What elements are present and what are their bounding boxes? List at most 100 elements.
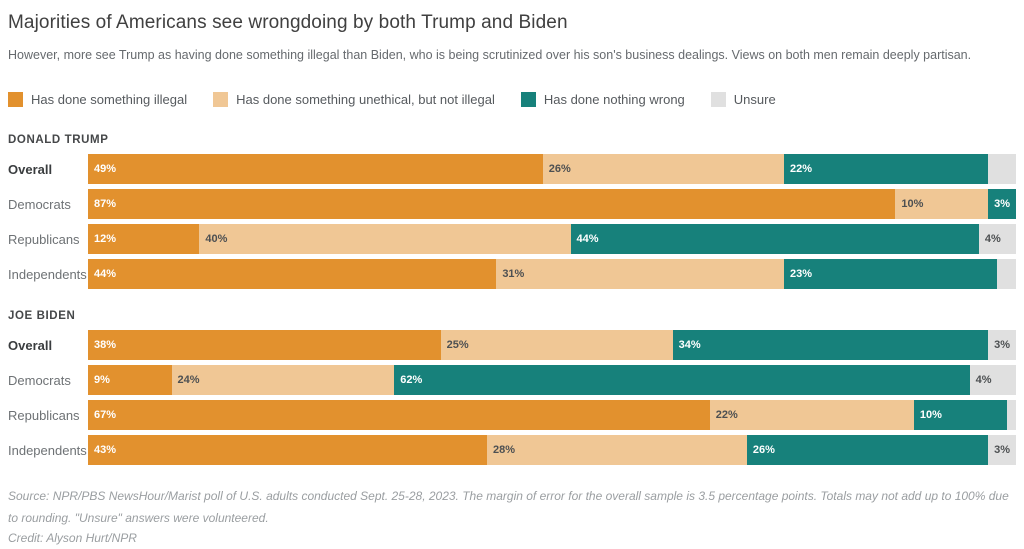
legend-item: Unsure — [710, 92, 776, 108]
legend-swatch-unsure — [710, 92, 726, 108]
stacked-bar: 9% 24% 62% 4% — [88, 365, 1016, 396]
bar-segment-illegal: 44% — [88, 259, 497, 290]
bar-segment-unsure: 3% — [988, 330, 1016, 361]
bar-segment-illegal: 49% — [88, 154, 543, 185]
legend-swatch-unethical — [213, 92, 229, 108]
row-label: Democrats — [8, 372, 71, 388]
chart-section: JOE BIDEN Overall 38% 25% 34% 3% Democrats 9% 24… — [8, 310, 1016, 466]
legend-label: Has done something unethical, but not il… — [236, 92, 495, 108]
legend-item: Has done something unethical, but not il… — [213, 92, 495, 108]
bar-segment-nothing_wrong: 26% — [746, 435, 989, 466]
bar-row: Republicans 12% 40% 44% 4% — [8, 224, 1016, 255]
segment-label: 9% — [94, 374, 110, 387]
row-label: Democrats — [8, 196, 71, 212]
bar-segment-unethical: 31% — [496, 259, 784, 290]
bar-row: Republicans 67% 22% 10% — [8, 400, 1016, 431]
stacked-bar-chart: DONALD TRUMP Overall 49% 26% 22% Democrats 87%… — [8, 134, 1016, 466]
segment-label: 44% — [94, 268, 117, 281]
stacked-bar: 12% 40% 44% 4% — [88, 224, 1016, 255]
row-label: Independents — [8, 442, 87, 458]
segment-label: 31% — [502, 268, 525, 281]
segment-label: 4% — [984, 233, 1001, 246]
bar-segment-unethical: 28% — [487, 435, 747, 466]
legend-label: Unsure — [733, 92, 776, 108]
segment-label: 12% — [94, 233, 117, 246]
legend-swatch-illegal — [8, 92, 23, 108]
bar-segment-nothing_wrong: 3% — [988, 189, 1016, 220]
bar-segment-illegal: 43% — [88, 435, 488, 466]
segment-label: 87% — [94, 198, 117, 211]
bar-segment-nothing_wrong: 10% — [913, 400, 1007, 431]
stacked-bar: 43% 28% 26% 3% — [88, 435, 1016, 466]
section-title: JOE BIDEN — [8, 310, 76, 323]
segment-label: 10% — [901, 198, 924, 211]
bar-segment-unsure: 4% — [978, 224, 1016, 255]
legend-label: Has done something illegal — [31, 92, 188, 108]
stacked-bar: 38% 25% 34% 3% — [88, 330, 1016, 361]
bar-segment-unethical: 40% — [199, 224, 571, 255]
segment-label: 3% — [994, 339, 1011, 352]
bar-segment-nothing_wrong: 23% — [783, 259, 998, 290]
stacked-bar: 67% 22% 10% — [88, 400, 1016, 431]
legend-item: Has done something illegal — [8, 92, 188, 108]
chart-subtitle: However, more see Trump as having done s… — [8, 48, 972, 62]
segment-label: 22% — [715, 409, 738, 422]
source-note: Source: NPR/PBS NewsHour/Marist poll of … — [8, 489, 1009, 525]
bar-segment-unsure — [1006, 400, 1016, 431]
bar-segment-nothing_wrong: 62% — [394, 365, 970, 396]
bar-segment-unsure: 4% — [969, 365, 1016, 396]
row-label: Overall — [8, 161, 53, 177]
bar-row: Overall 49% 26% 22% — [8, 154, 1016, 185]
segment-label: 23% — [789, 268, 813, 281]
bar-segment-unsure: 3% — [988, 435, 1016, 466]
bar-row: Democrats 87% 10% 3% — [8, 189, 1016, 220]
bar-segment-unethical: 22% — [709, 400, 914, 431]
segment-label: 22% — [789, 163, 813, 176]
bar-row: Independents 44% 31% 23% — [8, 259, 1016, 290]
stacked-bar: 44% 31% 23% — [88, 259, 1016, 290]
segment-label: 38% — [94, 339, 117, 352]
bar-row: Overall 38% 25% 34% 3% — [8, 330, 1016, 361]
bar-row: Independents 43% 28% 26% 3% — [8, 435, 1016, 466]
legend: Has done something illegal Has done somet… — [8, 92, 1016, 108]
bar-segment-unethical: 26% — [542, 154, 784, 185]
bar-segment-illegal: 9% — [88, 365, 172, 396]
segment-label: 3% — [994, 444, 1011, 457]
segment-label: 67% — [94, 409, 117, 422]
bar-segment-nothing_wrong: 22% — [783, 154, 989, 185]
stacked-bar: 49% 26% 22% — [88, 154, 1016, 185]
row-label: Republicans — [8, 231, 80, 247]
row-label: Overall — [8, 337, 53, 353]
segment-label: 62% — [400, 374, 423, 387]
segment-label: 40% — [205, 233, 228, 246]
bar-segment-unethical: 10% — [895, 189, 989, 220]
bar-segment-nothing_wrong: 34% — [672, 330, 989, 361]
segment-label: 49% — [94, 163, 117, 176]
stacked-bar: 87% 10% 3% — [88, 189, 1016, 220]
credit-note: Credit: Alyson Hurt/NPR — [8, 531, 137, 546]
segment-label: 24% — [177, 374, 200, 387]
row-label: Republicans — [8, 407, 80, 423]
legend-label: Has done nothing wrong — [543, 92, 685, 108]
segment-label: 3% — [994, 198, 1011, 211]
bar-segment-unsure — [997, 259, 1016, 290]
bar-segment-illegal: 87% — [88, 189, 896, 220]
legend-item: Has done nothing wrong — [520, 92, 685, 108]
segment-label: 4% — [975, 374, 992, 387]
segment-label: 25% — [446, 339, 469, 352]
bar-row: Democrats 9% 24% 62% 4% — [8, 365, 1016, 396]
segment-label: 43% — [94, 444, 117, 457]
bar-segment-illegal: 67% — [88, 400, 710, 431]
bar-segment-illegal: 38% — [88, 330, 441, 361]
chart-section: DONALD TRUMP Overall 49% 26% 22% Democrats 87%… — [8, 134, 1016, 290]
segment-label: 26% — [548, 163, 571, 176]
segment-label: 26% — [752, 444, 775, 457]
section-title: DONALD TRUMP — [8, 134, 109, 147]
bar-segment-illegal: 12% — [88, 224, 200, 255]
segment-label: 34% — [678, 339, 701, 352]
bar-segment-unethical: 24% — [171, 365, 395, 396]
bar-segment-unethical: 25% — [440, 330, 673, 361]
segment-label: 28% — [493, 444, 516, 457]
legend-swatch-nothing_wrong — [520, 92, 536, 108]
